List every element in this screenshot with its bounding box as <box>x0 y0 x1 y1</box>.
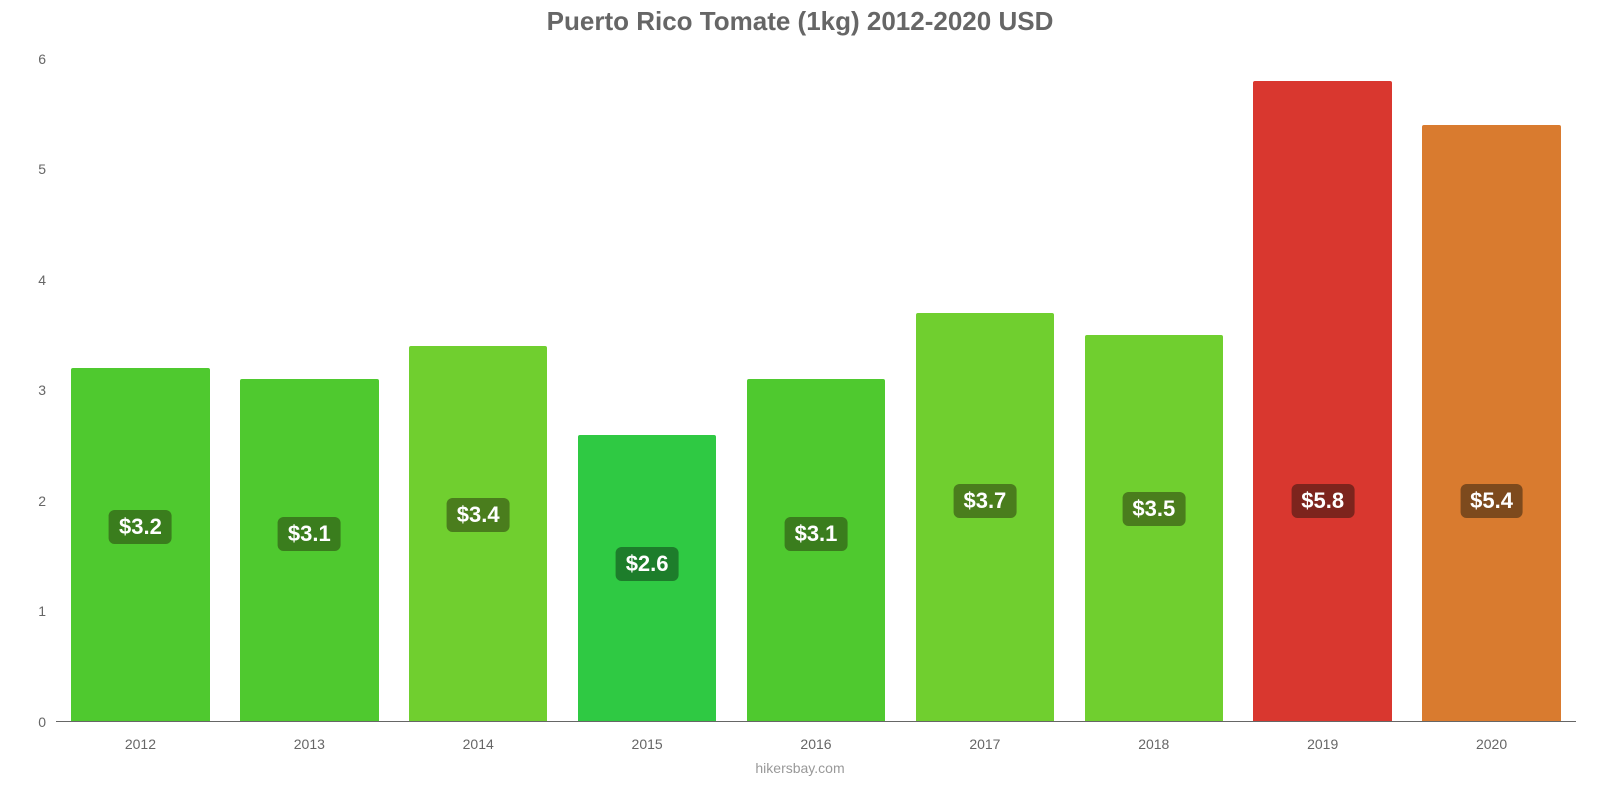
plot-area: 0123456 $3.22012$3.12013$3.42014$2.62015… <box>56 42 1576 722</box>
bars-container: $3.22012$3.12013$3.42014$2.62015$3.12016… <box>56 42 1576 722</box>
bar-slot: $3.12016 <box>732 42 901 722</box>
bar-value-label: $3.1 <box>278 517 341 551</box>
x-tick-label: 2012 <box>125 722 156 752</box>
y-tick-label: 2 <box>38 493 56 509</box>
x-tick-label: 2015 <box>632 722 663 752</box>
bar-slot: $3.52018 <box>1069 42 1238 722</box>
bar: $3.7 <box>916 313 1054 722</box>
bar-value-label: $5.4 <box>1460 484 1523 518</box>
x-tick-label: 2020 <box>1476 722 1507 752</box>
x-tick-label: 2018 <box>1138 722 1169 752</box>
x-tick-label: 2014 <box>463 722 494 752</box>
bar-value-label: $2.6 <box>616 547 679 581</box>
bar-value-label: $3.2 <box>109 510 172 544</box>
bar-value-label: $5.8 <box>1291 484 1354 518</box>
bar: $2.6 <box>578 435 716 722</box>
y-tick-label: 6 <box>38 51 56 67</box>
bar-slot: $3.12013 <box>225 42 394 722</box>
y-tick-label: 1 <box>38 603 56 619</box>
chart-title: Puerto Rico Tomate (1kg) 2012-2020 USD <box>0 6 1600 37</box>
bar-slot: $3.42014 <box>394 42 563 722</box>
bar-slot: $3.72017 <box>900 42 1069 722</box>
x-tick-label: 2016 <box>800 722 831 752</box>
bar-slot: $5.82019 <box>1238 42 1407 722</box>
y-tick-label: 3 <box>38 382 56 398</box>
y-tick-label: 4 <box>38 272 56 288</box>
bar-value-label: $3.1 <box>785 517 848 551</box>
bar: $3.5 <box>1085 335 1223 722</box>
bar: $3.1 <box>747 379 885 722</box>
x-tick-label: 2019 <box>1307 722 1338 752</box>
bar: $5.4 <box>1422 125 1560 722</box>
y-tick-label: 5 <box>38 161 56 177</box>
bar-slot: $2.62015 <box>563 42 732 722</box>
attribution-text: hikersbay.com <box>0 760 1600 776</box>
bar: $3.2 <box>71 368 209 722</box>
y-tick-label: 0 <box>38 714 56 730</box>
x-baseline <box>56 721 1576 722</box>
bar: $3.1 <box>240 379 378 722</box>
price-chart: Puerto Rico Tomate (1kg) 2012-2020 USD 0… <box>0 0 1600 800</box>
bar: $3.4 <box>409 346 547 722</box>
bar-value-label: $3.4 <box>447 498 510 532</box>
x-tick-label: 2013 <box>294 722 325 752</box>
bar-value-label: $3.7 <box>953 484 1016 518</box>
bar: $5.8 <box>1253 81 1391 722</box>
x-tick-label: 2017 <box>969 722 1000 752</box>
bar-value-label: $3.5 <box>1122 492 1185 526</box>
bar-slot: $3.22012 <box>56 42 225 722</box>
bar-slot: $5.42020 <box>1407 42 1576 722</box>
